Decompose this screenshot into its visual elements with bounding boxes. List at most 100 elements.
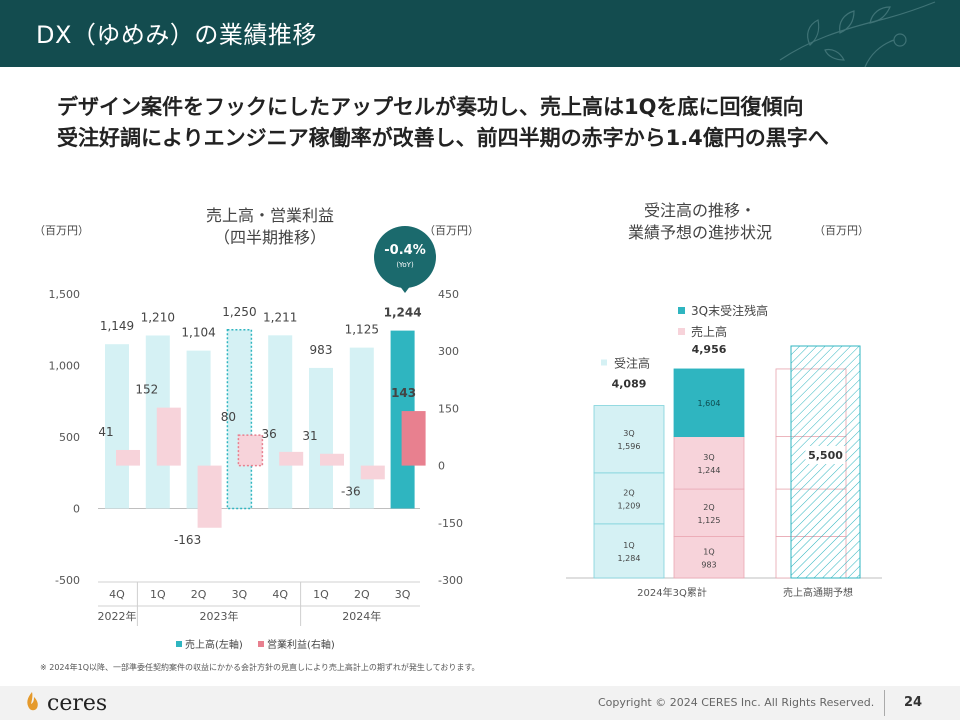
- orders-segment: [593, 405, 665, 474]
- footer: ceres Copyright © 2024 CERES Inc. All Ri…: [0, 686, 960, 720]
- sales-segment-quarter: 3Q: [703, 453, 714, 462]
- profit-bar: [360, 465, 385, 480]
- right-chart-title-line-1: 受注高の推移・: [643, 201, 756, 220]
- left-axis-tick: 500: [59, 431, 80, 444]
- right-axis-tick: -300: [438, 574, 463, 587]
- orders-total-label: 4,089: [612, 378, 647, 391]
- orders-segment: [593, 523, 665, 579]
- sales-value-label: 1,250: [222, 305, 256, 319]
- legend-swatch-sales: [678, 328, 685, 335]
- yoy-badge: -0.4% (YoY): [374, 226, 436, 293]
- sales-bar: [268, 335, 293, 509]
- sales-segment-value: 1,244: [698, 466, 721, 475]
- sales-bar: [105, 344, 129, 509]
- right-category-label: 売上高通期予想: [783, 586, 853, 599]
- profit-value-label: 80: [221, 410, 236, 424]
- left-axis-tick: -500: [55, 574, 80, 587]
- left-axis-tick: 1,500: [49, 288, 81, 301]
- right-axis-tick: 0: [438, 460, 445, 473]
- sales-value-label: 1,125: [345, 323, 379, 337]
- yoy-badge-label: (YoY): [396, 261, 414, 269]
- right-axis-tick: -150: [438, 517, 463, 530]
- yoy-badge-pointer: [399, 285, 411, 293]
- profit-value-label: 152: [135, 383, 158, 397]
- right-axis-tick: 450: [438, 288, 459, 301]
- profit-value-label: -163: [174, 533, 201, 547]
- footnote: ※ 2024年1Q以降、一部準委任契約案件の収益にかかる会計方針の見直しにより売…: [40, 663, 480, 672]
- logo-text: ceres: [47, 691, 108, 716]
- backlog-segment: [673, 368, 745, 438]
- profit-bar: [320, 453, 344, 466]
- page-title: DX（ゆめみ）の業績推移: [36, 21, 317, 49]
- profit-bar: [237, 434, 264, 467]
- headline: デザイン案件をフックにしたアップセルが奏功し、売上高は1Qを底に回復傾向 受注好…: [57, 92, 829, 154]
- profit-value-label: -36: [341, 484, 361, 498]
- right-axis-tick: 150: [438, 402, 459, 415]
- right-chart-title-line-2: 業績予想の進捗状況: [627, 223, 772, 242]
- copyright: Copyright © 2024 CERES Inc. All Rights R…: [598, 696, 875, 709]
- legend-label-orders: 受注高: [614, 356, 650, 371]
- legend-label-sales: 売上高(左軸): [185, 638, 243, 651]
- page-number: 24: [904, 695, 923, 710]
- right-axis-tick: 300: [438, 345, 459, 358]
- profit-bar: [156, 407, 181, 466]
- left-chart-title-line-2: （四半期推移）: [213, 228, 326, 247]
- headline-line-1: デザイン案件をフックにしたアップセルが奏功し、売上高は1Qを底に回復傾向: [57, 95, 804, 119]
- year-label: 2023年: [200, 609, 239, 623]
- sales-segment-value: 1,604: [698, 399, 721, 408]
- headline-line-2: 受注好調によりエンジニア稼働率が改善し、前四半期の赤字から1.4億円の黒字へ: [57, 126, 829, 150]
- orders-segment-quarter: 2Q: [623, 488, 634, 497]
- orders-segment-quarter: 3Q: [623, 429, 634, 438]
- sales-value-label: 1,210: [141, 310, 175, 324]
- legend-label-backlog: 3Q末受注残高: [691, 303, 768, 318]
- legend-label-profit: 営業利益(右軸): [267, 638, 335, 651]
- category-tick-label: 3Q: [232, 588, 248, 601]
- legend-label-sales: 売上高: [691, 324, 727, 339]
- profit-bar: [401, 411, 426, 466]
- category-tick-label: 4Q: [109, 588, 125, 601]
- year-label: 2024年: [342, 609, 381, 623]
- left-axis-unit: （百万円）: [34, 224, 89, 237]
- forecast-label-bg: [805, 446, 846, 464]
- header-bar: DX（ゆめみ）の業績推移: [0, 0, 960, 67]
- sales-segment-value: 1,125: [698, 516, 721, 525]
- right-axis-unit: （百万円）: [424, 224, 479, 237]
- sales-bar: [349, 347, 374, 509]
- sales-segment-quarter: 2Q: [703, 503, 714, 512]
- sales-value-label: 1,149: [100, 319, 134, 333]
- sales-bar: [309, 367, 333, 509]
- right-chart-title: 受注高の推移・ 業績予想の進捗状況: [590, 200, 810, 244]
- leaf-ornament-icon: [779, 1, 936, 67]
- category-tick-label: 4Q: [272, 588, 288, 601]
- left-axis-tick: 0: [73, 503, 80, 516]
- sales-value-label: 1,244: [384, 306, 422, 320]
- right-category-label: 2024年3Q累計: [637, 586, 707, 599]
- sales-profit-chart: -500 0 500 1,000 1,500 -300 -150 0 150 300 450 1,14…: [49, 288, 463, 651]
- orders-segment-value: 1,209: [618, 501, 641, 510]
- profit-bar: [197, 465, 222, 528]
- right-chart-unit: （百万円）: [814, 224, 869, 237]
- left-chart-title-line-1: 売上高・営業利益: [205, 206, 334, 225]
- orders-progress-chart: 1Q 1,284 2Q 1,209 3Q 1,596 4,089 受注高 2024年3Q累計 1Q…: [566, 303, 882, 599]
- ceres-logo: ceres: [24, 691, 107, 716]
- sales-segment: [673, 536, 745, 579]
- sales-value-label: 1,211: [263, 310, 297, 324]
- yoy-badge-value: -0.4%: [384, 243, 426, 258]
- profit-value-label: 31: [302, 429, 317, 443]
- profit-value-label: 36: [262, 427, 277, 441]
- orders-segment-value: 1,596: [618, 442, 641, 451]
- profit-value-label: 41: [98, 425, 113, 439]
- category-tick-label: 3Q: [395, 588, 411, 601]
- profit-value-label: 143: [391, 386, 416, 400]
- forecast-value-label: 5,500: [808, 449, 843, 462]
- sales-value-label: 1,104: [181, 326, 215, 340]
- category-tick-label: 2Q: [191, 588, 207, 601]
- legend-swatch-orders: [601, 359, 607, 366]
- flame-logo-icon: [27, 692, 38, 711]
- category-tick-label: 1Q: [150, 588, 166, 601]
- left-axis-tick: 1,000: [49, 360, 81, 373]
- sales-segment-quarter: 1Q: [703, 547, 714, 556]
- left-chart-title: 売上高・営業利益 （四半期推移）: [150, 205, 390, 249]
- legend-swatch-sales: [176, 641, 182, 647]
- orders-segment-quarter: 1Q: [623, 541, 634, 550]
